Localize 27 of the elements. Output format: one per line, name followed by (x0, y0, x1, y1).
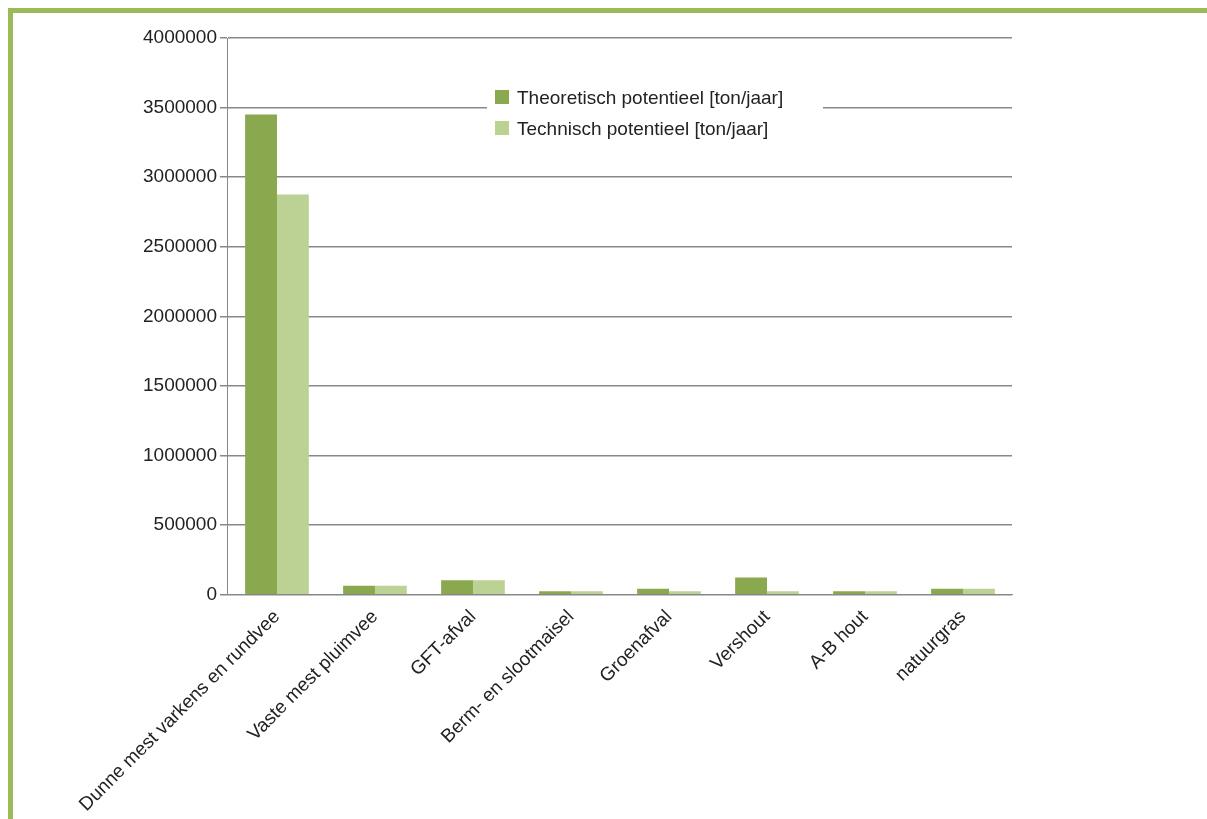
y-tick-label: 2500000 (143, 235, 217, 256)
bar (931, 588, 963, 594)
bar (864, 591, 897, 594)
bar (374, 585, 407, 594)
bar (276, 194, 309, 594)
y-tick-label: 3000000 (143, 165, 217, 187)
bar (472, 580, 505, 594)
bar (668, 591, 701, 594)
bar (766, 591, 799, 594)
bar (343, 585, 375, 594)
legend-label: Theoretisch potentieel [ton/jaar] (517, 86, 784, 110)
bar (570, 591, 603, 594)
y-tick-label: 3500000 (143, 95, 217, 117)
bar (963, 588, 995, 594)
bar (637, 588, 669, 594)
bar (833, 591, 865, 594)
bar (735, 577, 767, 594)
y-tick-label: 1500000 (143, 374, 217, 396)
legend-label: Technisch potentieel [ton/jaar] (517, 117, 769, 141)
bar (539, 591, 571, 594)
bar (245, 114, 277, 594)
y-tick-label: 4000000 (143, 26, 217, 48)
y-tick-label: 2000000 (143, 304, 217, 326)
y-tick-label: 500000 (153, 513, 217, 535)
y-tick-label: 1000000 (143, 443, 217, 465)
y-tick-label: 0 (206, 582, 217, 604)
bar (441, 580, 473, 594)
